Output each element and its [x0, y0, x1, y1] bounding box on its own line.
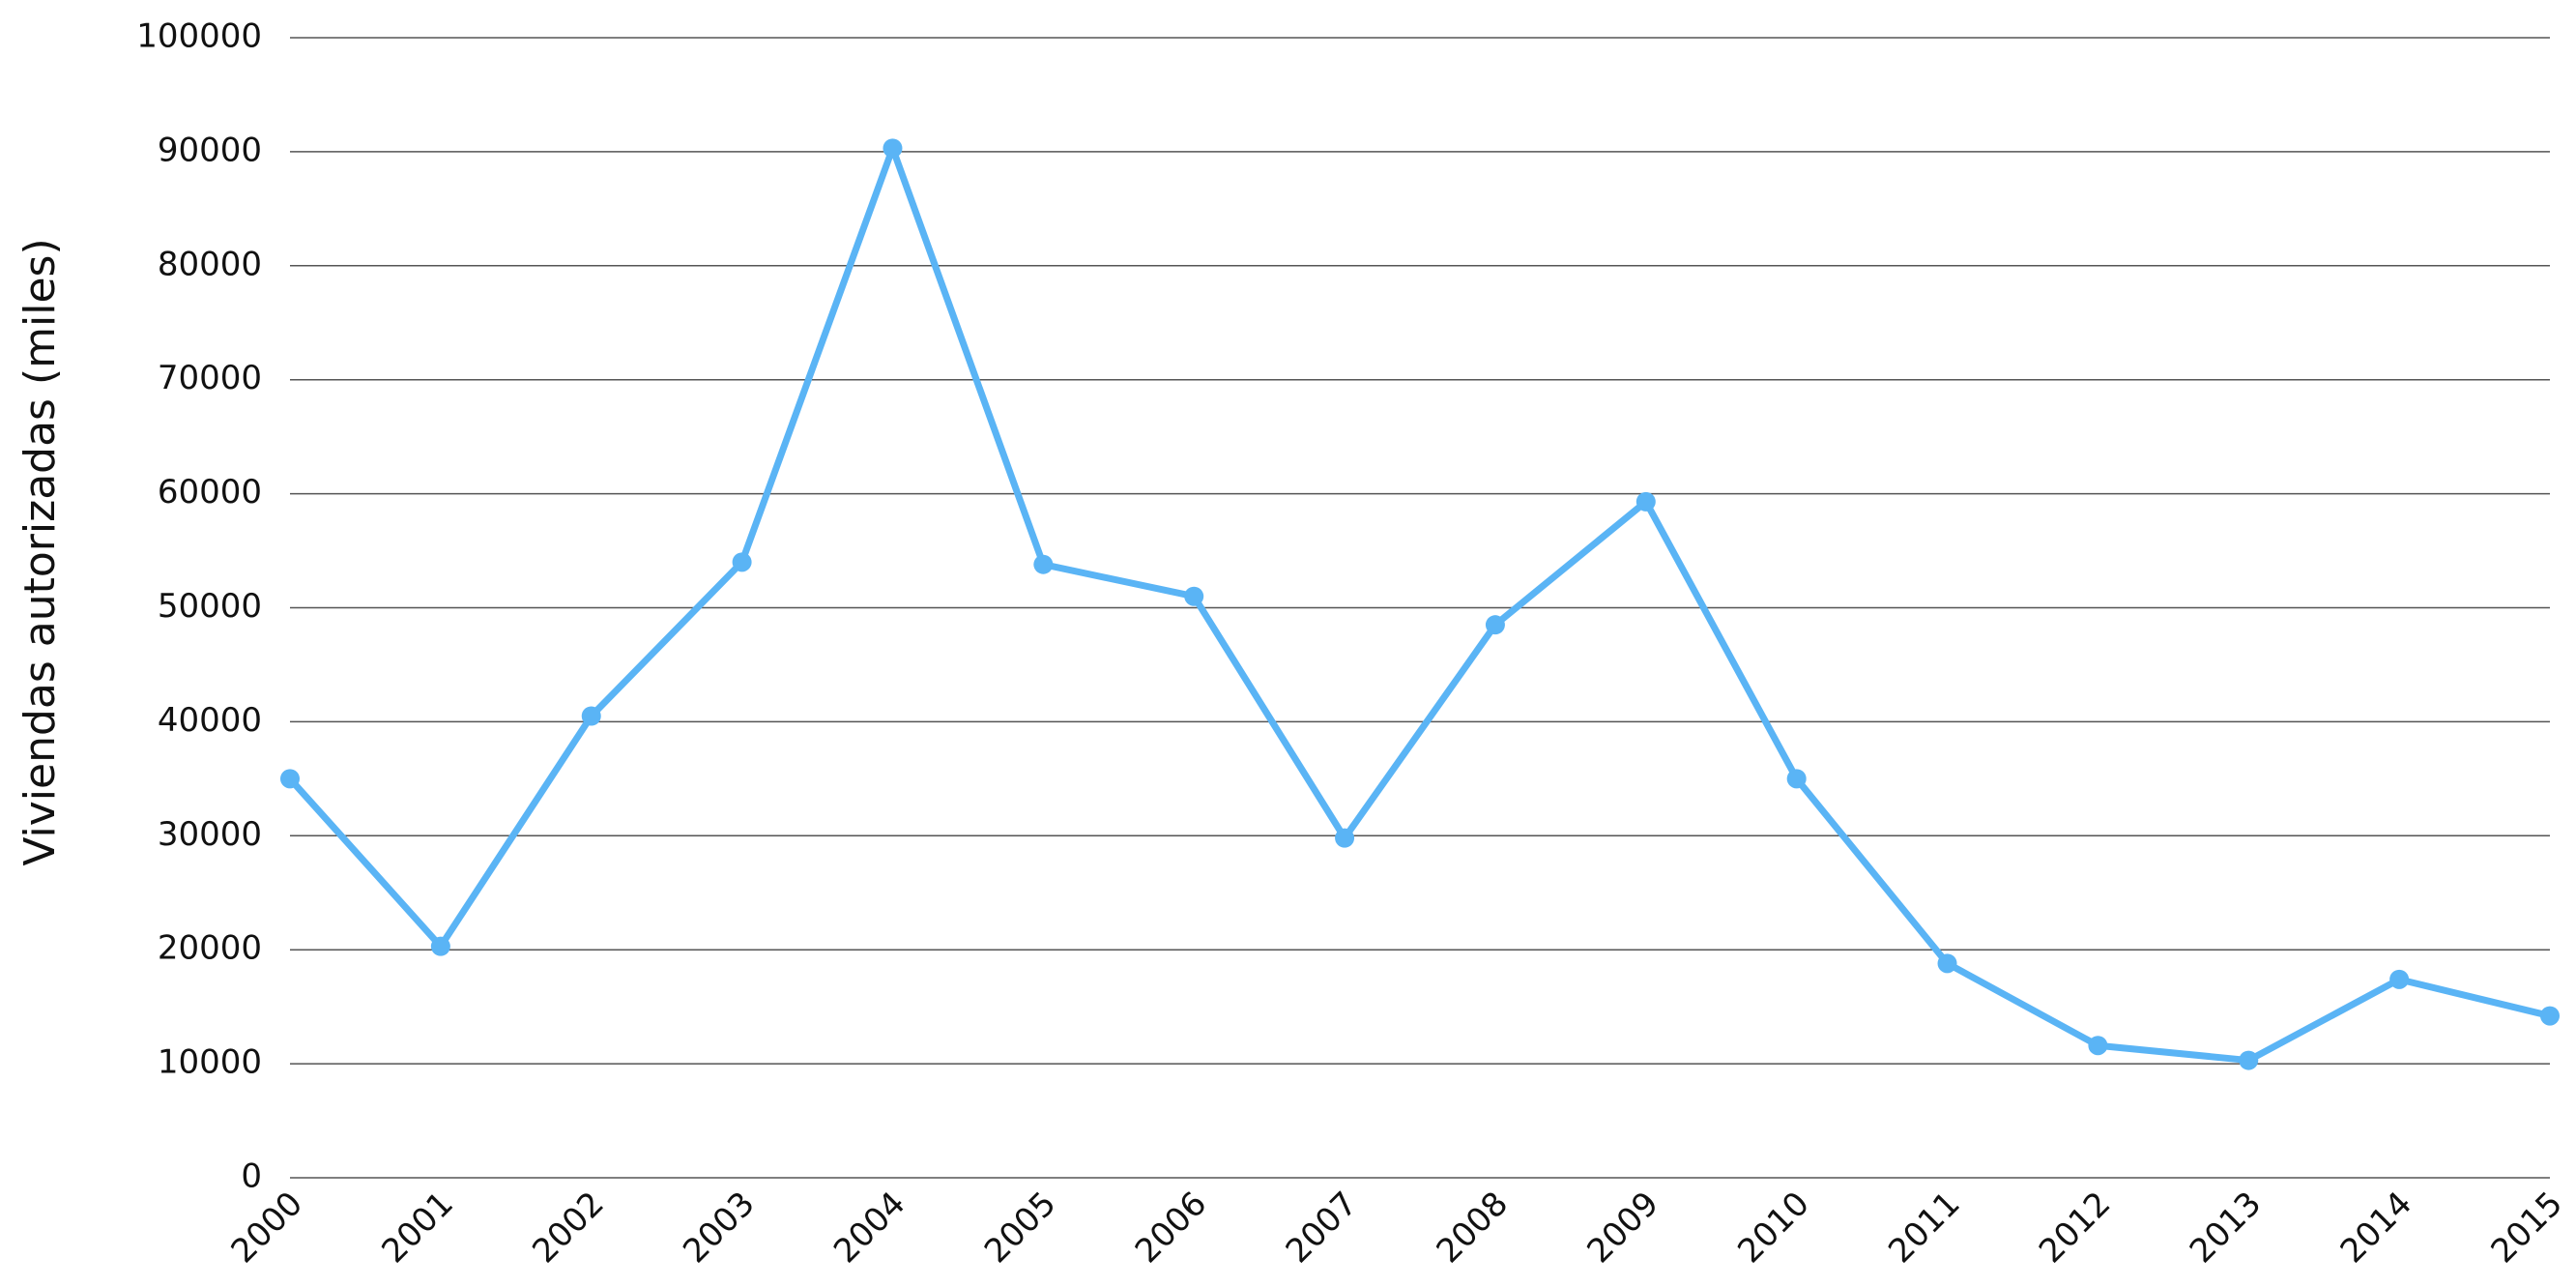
- point: [2239, 1050, 2259, 1070]
- x-tick-label: 2010: [1730, 1185, 1816, 1271]
- y-tick-label: 10000: [158, 1043, 262, 1082]
- y-tick-label: 70000: [158, 359, 262, 397]
- x-tick-label: 2002: [525, 1185, 611, 1271]
- x-tick-label: 2007: [1279, 1185, 1365, 1271]
- point: [2389, 969, 2410, 989]
- x-tick-label: 2011: [1881, 1185, 1967, 1271]
- point: [883, 138, 903, 159]
- point: [1033, 554, 1054, 574]
- x-tick-label: 2013: [2183, 1185, 2269, 1271]
- x-tick-label: 2012: [2032, 1185, 2118, 1271]
- x-tick-label: 2003: [676, 1185, 762, 1271]
- point: [1937, 953, 1957, 974]
- point: [1335, 828, 1355, 848]
- x-tick-label: 2000: [224, 1185, 310, 1271]
- y-tick-label: 90000: [158, 131, 262, 169]
- y-tick-label: 0: [241, 1157, 262, 1196]
- y-tick-label: 40000: [158, 701, 262, 740]
- point: [1184, 586, 1204, 606]
- y-tick-label: 20000: [158, 929, 262, 968]
- y-tick-label: 30000: [158, 815, 262, 854]
- x-tick-label: 2009: [1579, 1185, 1665, 1271]
- point: [280, 769, 300, 789]
- x-tick-label: 2004: [826, 1185, 912, 1271]
- point: [732, 552, 752, 572]
- point: [1635, 491, 1656, 512]
- y-tick-label: 50000: [158, 587, 262, 626]
- x-tick-label: 2006: [1128, 1185, 1214, 1271]
- x-tick-label: 2015: [2484, 1185, 2570, 1271]
- y-tick-label: 100000: [136, 17, 262, 56]
- point: [581, 706, 601, 726]
- point: [1485, 615, 1505, 635]
- x-tick-label: 2005: [977, 1185, 1063, 1271]
- point: [430, 936, 450, 956]
- point: [1786, 769, 1807, 789]
- y-tick-label: 60000: [158, 473, 262, 512]
- x-tick-label: 2001: [374, 1185, 460, 1271]
- x-tick-label: 2008: [1430, 1185, 1516, 1271]
- y-tick-label: 80000: [158, 245, 262, 283]
- line: [287, 144, 2551, 1065]
- point: [2088, 1036, 2108, 1056]
- point: [2540, 1006, 2560, 1026]
- y-axis-title: Viviendas autorizadas (miles): [15, 238, 65, 865]
- x-tick-label: 2014: [2333, 1185, 2419, 1271]
